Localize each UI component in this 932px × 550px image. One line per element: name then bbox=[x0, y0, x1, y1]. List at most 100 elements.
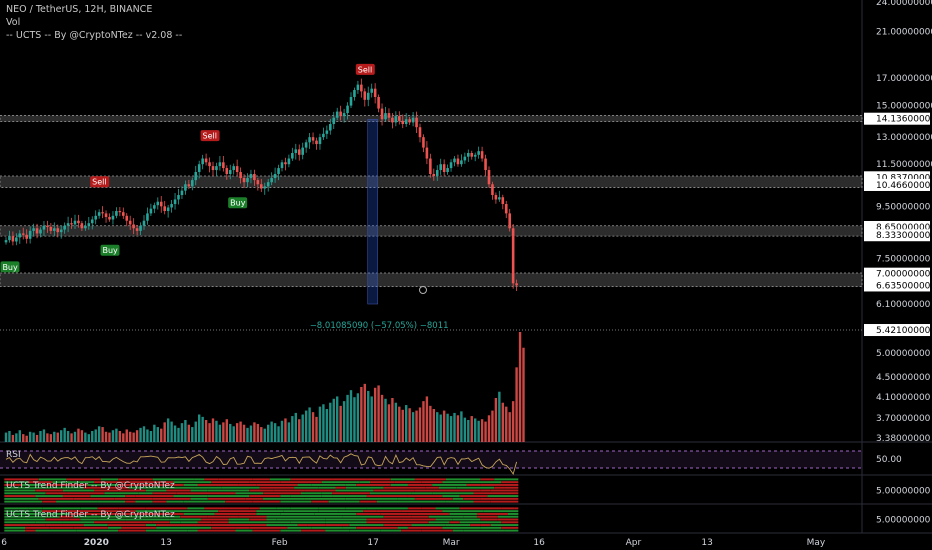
trend-cell bbox=[301, 515, 343, 518]
trend-cell bbox=[383, 524, 412, 527]
trend-cell bbox=[494, 486, 505, 489]
candle-body bbox=[501, 197, 505, 205]
trend-cell bbox=[4, 507, 29, 510]
sell-signal-badge bbox=[355, 63, 375, 75]
candle-body bbox=[280, 162, 284, 169]
trend-cell bbox=[345, 497, 367, 500]
volume-bar bbox=[401, 409, 404, 442]
trend-cell bbox=[411, 492, 433, 495]
trend-cell bbox=[90, 495, 126, 498]
trend-cell bbox=[280, 495, 291, 498]
trend-cell bbox=[21, 483, 46, 486]
trend-cell bbox=[35, 529, 77, 532]
trend-cell bbox=[411, 524, 446, 527]
volume-bar bbox=[315, 416, 318, 442]
trend-cell bbox=[4, 481, 29, 484]
volume-bar bbox=[218, 424, 222, 442]
volume-bar bbox=[522, 347, 525, 442]
candle-body bbox=[387, 113, 391, 118]
trend-cell bbox=[480, 526, 502, 529]
candle-body bbox=[84, 225, 87, 229]
trend-cell bbox=[428, 521, 450, 524]
trend-cell bbox=[118, 507, 146, 510]
candle-body bbox=[356, 84, 360, 91]
candle-body bbox=[439, 164, 442, 171]
candle-body bbox=[256, 180, 260, 185]
time-axis-tick: Apr bbox=[626, 538, 642, 548]
trend-cell bbox=[42, 500, 57, 503]
sell-signal-label: Sell bbox=[358, 65, 372, 74]
sr-zone bbox=[0, 175, 863, 188]
candle-body bbox=[249, 174, 253, 179]
candle-body bbox=[128, 220, 132, 225]
volume-bar bbox=[225, 419, 228, 442]
trend-cell bbox=[228, 507, 250, 510]
volume-bar bbox=[511, 401, 515, 442]
candle-body bbox=[173, 199, 177, 205]
trend-cell bbox=[42, 510, 84, 513]
volume-bar bbox=[32, 432, 35, 442]
trend-cell bbox=[197, 529, 236, 532]
trend-cell bbox=[508, 512, 519, 515]
price-axis-tick: 17.00000000 bbox=[876, 74, 932, 84]
trend-cell bbox=[459, 507, 502, 510]
trend-cell bbox=[207, 495, 250, 498]
trend-cell bbox=[366, 507, 408, 510]
time-axis-tick: 17 bbox=[367, 538, 378, 548]
candle-body bbox=[494, 195, 498, 200]
candle-body bbox=[25, 234, 28, 239]
trend-cell bbox=[259, 507, 277, 510]
volume-bar bbox=[460, 411, 463, 442]
trend-cell bbox=[407, 526, 443, 529]
trend-cell bbox=[421, 529, 443, 532]
trend-cell bbox=[338, 510, 364, 513]
trend-cell bbox=[318, 486, 336, 489]
volume-bar bbox=[494, 398, 498, 442]
volume-bar bbox=[173, 425, 177, 442]
volume-bar bbox=[463, 417, 467, 442]
volume-bar bbox=[456, 415, 460, 442]
trend-cell bbox=[28, 510, 43, 513]
trend-cell bbox=[490, 489, 519, 492]
trend-cell bbox=[118, 510, 136, 513]
price-axis-tick: 9.50000000 bbox=[876, 202, 931, 212]
trend-cell bbox=[45, 492, 67, 495]
volume-bar bbox=[111, 430, 115, 442]
trend-cell bbox=[4, 500, 43, 503]
volume-bar bbox=[215, 420, 218, 442]
volume-bar bbox=[104, 431, 108, 442]
candle-body bbox=[332, 117, 336, 125]
volume-legend: Vol bbox=[6, 17, 21, 28]
trend-cell bbox=[200, 518, 229, 521]
trend-cell bbox=[169, 518, 201, 521]
trend-cell bbox=[442, 510, 484, 513]
candle-body bbox=[149, 208, 153, 214]
candle-body bbox=[342, 113, 346, 117]
trend-cell bbox=[266, 518, 277, 521]
trend-cell bbox=[370, 481, 395, 484]
trend-cell bbox=[197, 524, 232, 527]
trend-cell bbox=[69, 512, 101, 515]
candle-body bbox=[139, 225, 142, 231]
trend-cell bbox=[345, 486, 384, 489]
sr-zone bbox=[0, 225, 863, 237]
candle-body bbox=[239, 172, 242, 179]
trend-cell bbox=[138, 492, 153, 495]
trend-cell bbox=[4, 495, 36, 498]
volume-bar bbox=[53, 431, 56, 442]
volume-bar bbox=[146, 429, 149, 442]
trend-cell bbox=[52, 481, 67, 484]
price-axis-tick: 24.00000000 bbox=[876, 0, 932, 8]
candle-body bbox=[101, 212, 104, 214]
candle-body bbox=[449, 162, 453, 169]
price-axis-tick: 13.00000000 bbox=[876, 133, 932, 143]
trend-cell bbox=[128, 515, 153, 518]
candle-body bbox=[70, 223, 73, 225]
trend-cell bbox=[156, 481, 174, 484]
volume-bar bbox=[425, 396, 429, 442]
trend-cell bbox=[332, 492, 370, 495]
trend-cell bbox=[366, 478, 391, 481]
volume-bar bbox=[139, 427, 142, 442]
trend-cell bbox=[121, 526, 157, 529]
